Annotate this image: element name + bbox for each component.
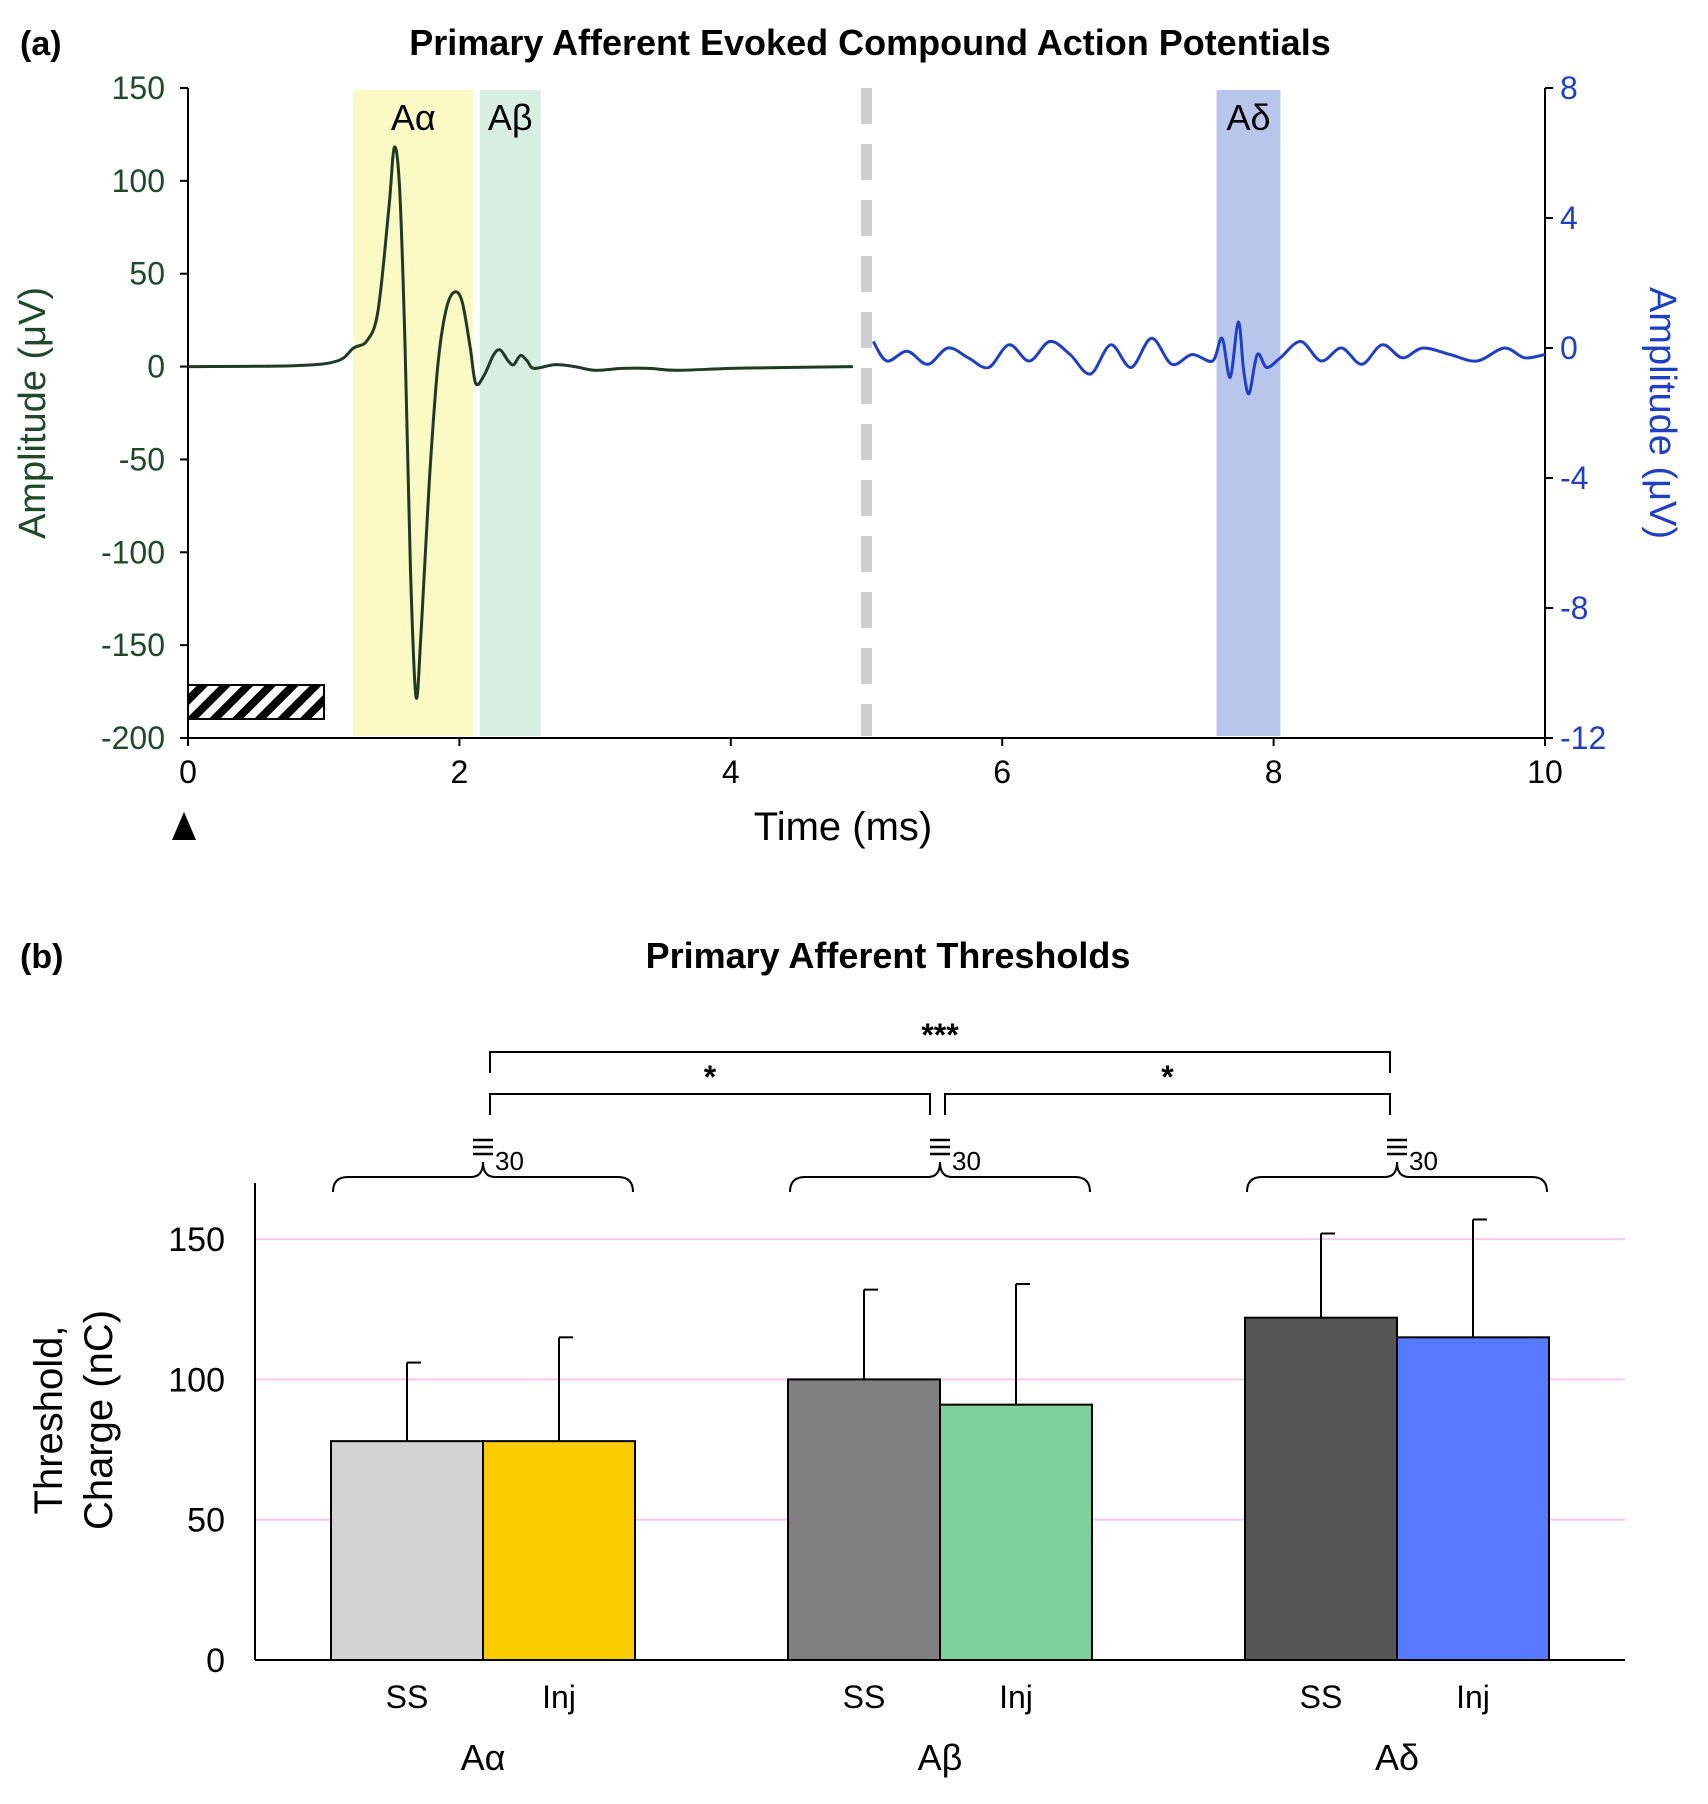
right-y-axis-label: Amplitude (μV) xyxy=(1641,287,1683,539)
n-label: 30 xyxy=(1409,1146,1438,1176)
left-y-axis-label: Amplitude (μV) xyxy=(12,287,54,539)
right-y-tick-label: -8 xyxy=(1560,590,1588,626)
stimulus-bar xyxy=(187,684,325,720)
n-label: 30 xyxy=(495,1146,524,1176)
right-y-tick-label: 4 xyxy=(1560,200,1578,236)
panel-a-label: (a) xyxy=(20,25,62,63)
left-y-tick-label: -200 xyxy=(101,720,165,756)
left-y-tick-label: -100 xyxy=(101,534,165,570)
series-line-right xyxy=(872,320,1546,396)
band-1 xyxy=(479,90,541,736)
x-tick-label: 6 xyxy=(993,754,1011,790)
right-y-tick-label: 8 xyxy=(1560,70,1578,106)
group-brace xyxy=(332,1161,634,1193)
b-y-axis-label-line1: Threshold, xyxy=(27,1326,71,1515)
bar-label: Inj xyxy=(1456,1679,1490,1715)
group-label: Aδ xyxy=(1375,1737,1419,1778)
bar-Aβ-Inj xyxy=(939,1403,1093,1661)
left-y-tick-label: 150 xyxy=(112,70,165,106)
left-y-tick-label: 100 xyxy=(112,163,165,199)
bar-label: SS xyxy=(386,1679,429,1715)
group-brace xyxy=(1246,1161,1548,1193)
bar-Aβ-SS xyxy=(787,1378,941,1661)
b-significance-brackets: * **** xyxy=(489,1017,1391,1115)
panel-a: (a) Primary Afferent Evoked Compound Act… xyxy=(12,22,1683,849)
left-y-tick-label: -50 xyxy=(119,441,165,477)
x-tick-label: 4 xyxy=(722,754,740,790)
band-label-2: Aδ xyxy=(1226,97,1270,138)
left-y-tick-label: 0 xyxy=(147,349,165,385)
bar-Aδ-Inj xyxy=(1396,1336,1550,1661)
x-axis-label: Time (ms) xyxy=(754,805,932,849)
left-y-tick-label: 50 xyxy=(129,256,165,292)
series-line-left xyxy=(187,145,853,700)
bar-Aα-Inj xyxy=(482,1440,636,1662)
x-tick-label: 10 xyxy=(1527,754,1563,790)
bar-Aδ-SS xyxy=(1244,1316,1398,1662)
panel-b: (b) Primary Afferent Thresholds 0 50 100 15… xyxy=(20,935,1625,1778)
significance-label: * xyxy=(1161,1059,1174,1095)
b-y-tick-label: 0 xyxy=(206,1642,225,1680)
a-ticks: 0 2 4 6 8 10 150 100 50 0 -50 -100 -150 -200 8 4 0 -4 -8 -1… xyxy=(101,70,1606,790)
band-label-0: Aα xyxy=(391,97,436,138)
x-tick-label: 0 xyxy=(179,754,197,790)
b-y-axis-label-line2: Charge (nC) xyxy=(77,1310,121,1530)
b-bars: SS Inj SS Inj SS Inj Aα Aβ Aδ xyxy=(330,1218,1550,1778)
panel-a-title: Primary Afferent Evoked Compound Action … xyxy=(409,22,1330,63)
band-2 xyxy=(1216,90,1281,736)
right-y-tick-label: 0 xyxy=(1560,330,1578,366)
b-y-tick-label: 100 xyxy=(168,1361,225,1399)
significance-label: * xyxy=(704,1059,717,1095)
b-y-tick-label: 150 xyxy=(168,1221,225,1259)
bar-label: SS xyxy=(843,1679,886,1715)
b-y-ticks: 0 50 100 150 xyxy=(168,1221,225,1680)
n-label: 30 xyxy=(952,1146,981,1176)
a-bands: Aα Aβ Aδ xyxy=(353,90,1281,736)
right-y-tick-label: -12 xyxy=(1560,720,1606,756)
group-brace xyxy=(789,1161,1091,1193)
band-label-1: Aβ xyxy=(488,97,533,138)
group-label: Aα xyxy=(461,1737,506,1778)
significance-bracket xyxy=(944,1093,1391,1115)
significance-label: *** xyxy=(921,1017,959,1053)
bar-label: SS xyxy=(1300,1679,1343,1715)
x-tick-label: 8 xyxy=(1265,754,1283,790)
significance-bracket xyxy=(489,1051,1391,1073)
stimulus-onset-arrow-icon xyxy=(172,812,196,840)
significance-bracket xyxy=(489,1093,931,1115)
bar-Aα-SS xyxy=(330,1440,484,1662)
bar-label: Inj xyxy=(542,1679,576,1715)
right-y-tick-label: -4 xyxy=(1560,460,1588,496)
group-label: Aβ xyxy=(918,1737,963,1778)
b-y-tick-label: 50 xyxy=(187,1502,225,1540)
x-tick-label: 2 xyxy=(451,754,469,790)
b-group-braces: 30 30 30 xyxy=(332,1138,1548,1193)
panel-b-label: (b) xyxy=(20,938,63,976)
panel-b-title: Primary Afferent Thresholds xyxy=(646,935,1131,976)
left-y-tick-label: -150 xyxy=(101,627,165,663)
bar-label: Inj xyxy=(999,1679,1033,1715)
